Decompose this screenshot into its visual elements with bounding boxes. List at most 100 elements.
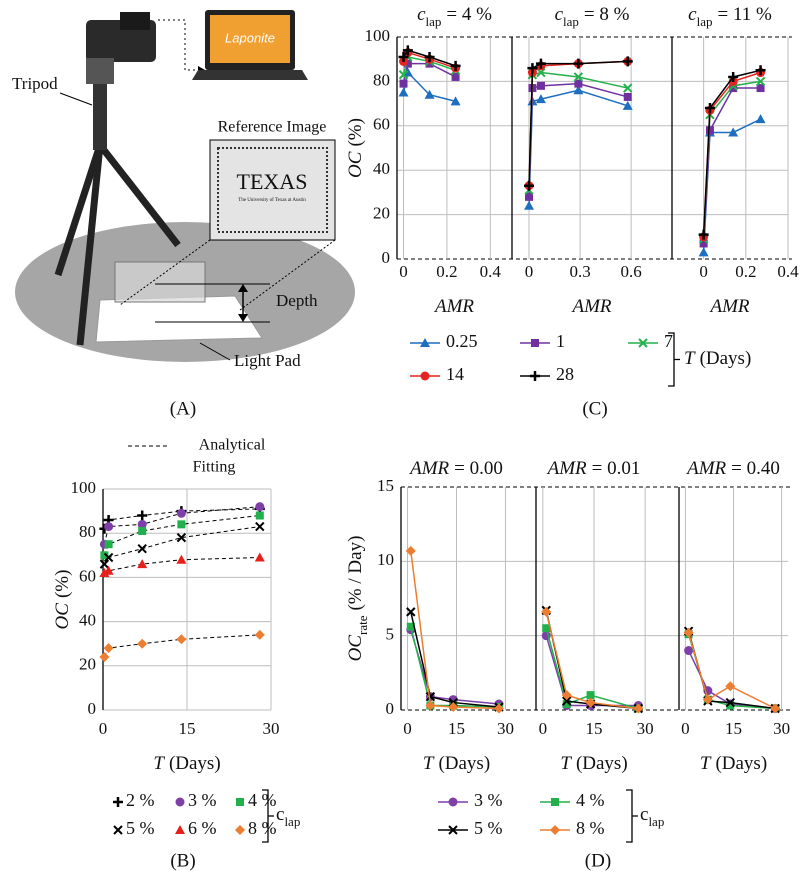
x-axis-label-part: (Days) <box>169 753 221 774</box>
marker <box>176 634 187 645</box>
marker <box>137 510 148 521</box>
tripod-label: Tripod <box>12 74 58 93</box>
marker <box>406 622 415 631</box>
y-tick-label: 60 <box>373 115 390 134</box>
marker <box>104 522 114 532</box>
y-axis-label-part: OC <box>345 635 366 662</box>
marker <box>138 526 147 535</box>
marker <box>770 703 781 714</box>
annotation: Fitting <box>193 459 236 476</box>
laptop-base <box>192 70 308 80</box>
reference-pattern <box>217 147 328 233</box>
marker <box>623 92 632 101</box>
marker <box>103 552 114 563</box>
marker <box>531 339 539 347</box>
projection-line <box>119 239 211 306</box>
marker <box>535 94 546 104</box>
marker <box>424 51 435 62</box>
marker <box>448 797 458 807</box>
container <box>114 261 206 303</box>
legend-label: 4 % <box>248 790 277 810</box>
y-axis-label-part: rate <box>355 615 370 635</box>
marker <box>755 65 766 76</box>
subplot-title-part: lap <box>697 14 713 29</box>
subplot-title: clap = 11 % <box>688 4 772 29</box>
marker <box>573 58 584 69</box>
marker <box>451 72 460 81</box>
series-line <box>402 49 456 67</box>
legend-label: 8 % <box>576 818 605 838</box>
cable-arrow <box>158 19 198 71</box>
subplot-title: AMR = 0.40 <box>685 458 780 479</box>
x-axis-label-part: AMR <box>570 296 611 317</box>
legend-label: 3 % <box>188 790 217 810</box>
subplot-title-part: = 0.00 <box>454 458 503 479</box>
marker <box>728 127 739 137</box>
y-tick-label: 20 <box>373 204 390 223</box>
y-tick-label: 20 <box>79 655 96 674</box>
marker <box>254 629 265 640</box>
series-line <box>687 631 776 710</box>
y-tick-label: 80 <box>373 70 390 89</box>
setup-photo: Laponite Tripod Reference Image TEXAS Th… <box>12 10 355 419</box>
x-tick-label: 30 <box>263 719 280 738</box>
pointer <box>199 342 231 361</box>
y-tick-label: 0 <box>382 248 391 267</box>
series-line <box>702 69 761 235</box>
marker <box>137 638 148 649</box>
x-tick-label: 0 <box>699 262 708 281</box>
panel-label: (C) <box>582 398 607 419</box>
reference-caption: The University of Texas at Austin <box>238 198 306 203</box>
y-tick-label: 100 <box>365 26 391 45</box>
x-tick-label: 0.2 <box>436 262 457 281</box>
x-axis-label: AMR <box>570 296 611 317</box>
x-tick-label: 0 <box>403 719 412 738</box>
legend-label: 3 % <box>474 790 503 810</box>
arrow-head <box>238 314 248 322</box>
series-line <box>702 118 761 253</box>
x-axis-label-part: AMR <box>708 296 749 317</box>
marker <box>100 551 109 560</box>
marker <box>623 83 633 93</box>
tripod-head <box>86 58 114 84</box>
tripod-leg <box>54 143 104 277</box>
subplot-title-part: c <box>555 4 564 25</box>
subplot-title-part: = 11 % <box>717 4 772 25</box>
marker <box>725 681 736 692</box>
x-axis-label: AMR <box>708 296 749 317</box>
marker <box>99 559 110 569</box>
legend-label: 2 % <box>126 790 155 810</box>
x-axis-label-part: T <box>560 753 572 774</box>
marker <box>684 646 694 656</box>
marker <box>530 371 540 381</box>
legend-bracket <box>262 789 274 843</box>
y-tick-label: 40 <box>79 611 96 630</box>
marker <box>137 559 148 569</box>
laptop-label: Laponite <box>225 30 275 45</box>
x-tick-label: 0.6 <box>621 262 642 281</box>
series-line <box>410 611 500 708</box>
marker <box>425 700 436 711</box>
y-axis-label: OCrate (% / Day) <box>345 536 370 662</box>
x-tick-label: 0 <box>525 262 534 281</box>
marker <box>542 624 551 633</box>
legend-label: 14 <box>446 364 464 384</box>
y-axis-label-part: (%) <box>52 570 73 598</box>
marker <box>103 643 114 654</box>
marker <box>705 126 714 135</box>
y-tick-label: 10 <box>377 550 394 569</box>
x-tick-label: 30 <box>773 719 790 738</box>
marker <box>448 825 458 835</box>
marker <box>622 56 633 67</box>
marker <box>755 76 766 87</box>
subplot-title-part: = 4 % <box>446 4 492 25</box>
x-tick-label: 0 <box>539 719 548 738</box>
legend-bracket <box>668 332 680 387</box>
legend-label: 0.25 <box>446 331 478 351</box>
marker <box>699 239 708 248</box>
camera <box>86 20 156 62</box>
marker <box>104 540 113 549</box>
x-tick-label: 30 <box>637 719 654 738</box>
marker <box>176 554 187 564</box>
